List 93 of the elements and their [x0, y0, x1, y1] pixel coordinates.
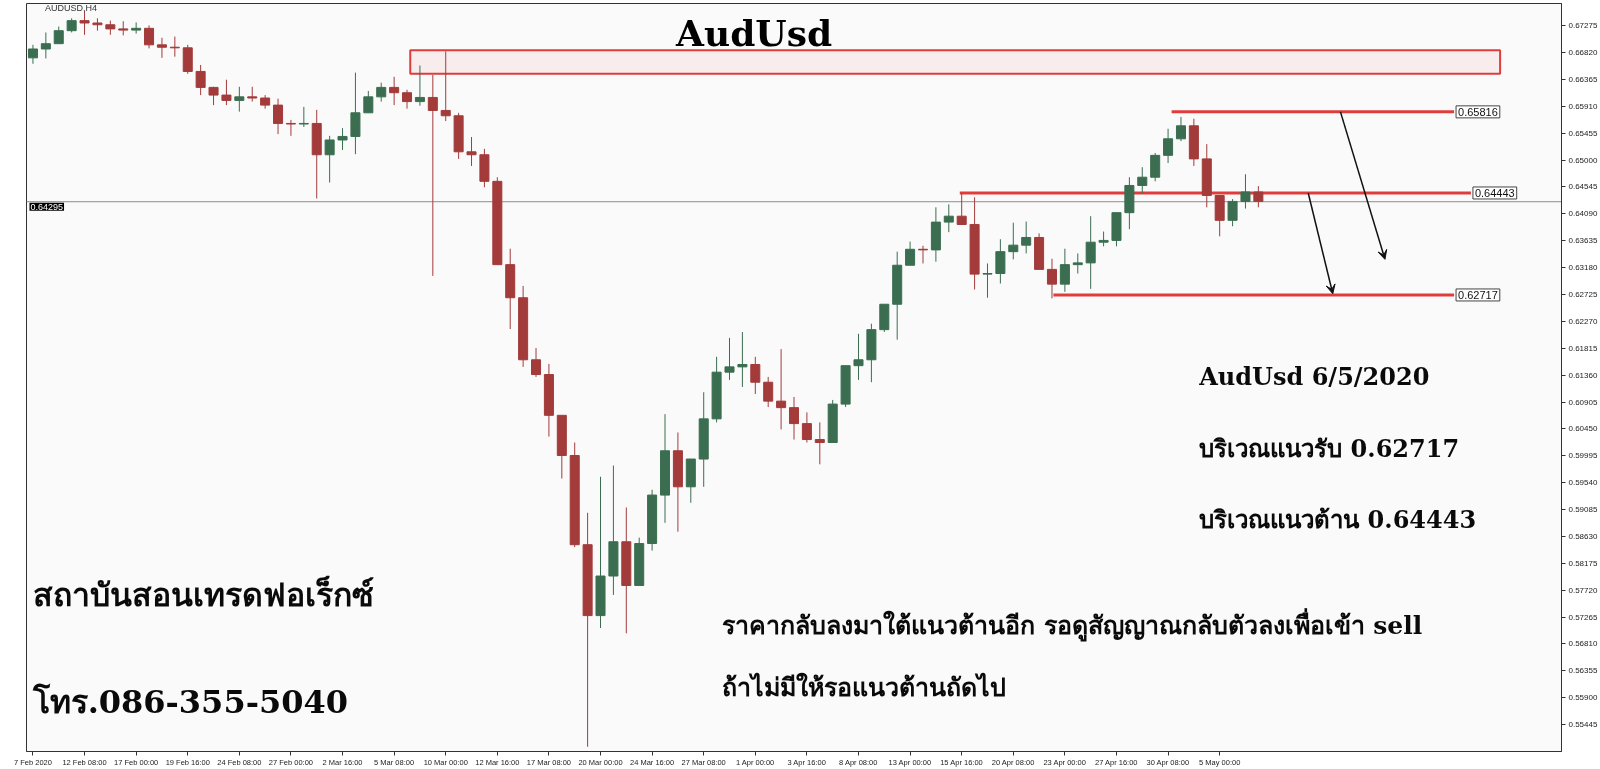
y-tick-label: 0.61815	[1568, 343, 1598, 353]
y-tick-label: 0.55900	[1568, 693, 1598, 703]
candlestick	[27, 44, 38, 65]
candlestick	[466, 136, 477, 167]
y-tick-label: 0.66365	[1568, 74, 1598, 84]
y-tick-label: 0.62725	[1568, 289, 1598, 299]
annotation: บริเวณแนวต้าน 0.64443	[1199, 505, 1477, 535]
y-tick-label: 0.65910	[1568, 101, 1598, 111]
candlestick	[298, 106, 309, 128]
candlestick	[531, 347, 542, 378]
candlestick	[363, 90, 374, 114]
y-tick-label: 0.61360	[1568, 370, 1598, 380]
candlestick	[182, 44, 193, 75]
candlestick	[956, 192, 967, 225]
candlestick	[995, 238, 1006, 285]
candlestick	[427, 74, 438, 277]
candlestick	[414, 65, 425, 107]
candlestick	[1021, 221, 1032, 254]
candlestick	[788, 396, 800, 441]
candlestick	[195, 64, 206, 96]
y-tick-label: 0.60905	[1568, 397, 1598, 407]
candlestick	[1253, 185, 1264, 208]
candlestick	[1046, 258, 1057, 299]
candlestick	[1008, 222, 1019, 260]
candlestick	[324, 135, 335, 184]
y-tick-label: 0.58630	[1568, 531, 1598, 541]
candlestick	[853, 333, 864, 381]
candlestick	[750, 356, 761, 395]
candlestick	[144, 24, 155, 49]
y-tick-label: 0.56810	[1568, 639, 1598, 649]
ref-line-label: 0.64295	[30, 201, 64, 212]
candlestick	[79, 10, 90, 36]
candlestick	[982, 262, 993, 299]
annotation: บริเวณแนวรับ 0.62717	[1199, 434, 1460, 464]
candlestick	[763, 376, 774, 408]
candlestick	[273, 98, 284, 135]
candlestick	[737, 331, 748, 388]
ref-line-label: 0.62717	[1458, 288, 1498, 301]
candlestick	[1227, 198, 1238, 227]
candlestick	[1175, 116, 1186, 142]
y-tick-label: 0.59085	[1568, 505, 1598, 515]
y-tick-label: 0.59995	[1568, 451, 1598, 461]
candlestick	[1150, 152, 1161, 182]
chart-subtitle: AUDUSD,H4	[44, 2, 97, 13]
annotation: สถาบันสอนเทรดฟอเร็กซ์	[32, 575, 374, 615]
y-tick-label: 0.58175	[1568, 558, 1598, 568]
candlestick	[440, 50, 451, 122]
candlestick	[389, 76, 400, 106]
candlestick	[814, 421, 825, 465]
candlestick	[337, 127, 348, 151]
annotation: ถ้าไม่มีให้รอแนวต้านถัดไป	[721, 672, 1006, 703]
y-tick-label: 0.63180	[1568, 263, 1598, 273]
y-tick-label: 0.57720	[1568, 585, 1598, 595]
y-tick-label: 0.67275	[1568, 21, 1598, 31]
candlestick	[1059, 248, 1070, 293]
candlestick	[402, 89, 413, 110]
candlestick	[131, 21, 142, 35]
candlestick	[1163, 128, 1174, 164]
candlestick	[221, 79, 232, 106]
candlestick	[1137, 166, 1148, 194]
y-tick-label: 0.57265	[1568, 612, 1598, 622]
candlestick	[801, 411, 812, 443]
y-tick-label: 0.60450	[1568, 424, 1598, 434]
candlestick	[1240, 173, 1251, 210]
y-tick-label: 0.65000	[1568, 155, 1598, 165]
annotation: AudUsd 6/5/2020	[1198, 362, 1430, 392]
y-tick-label: 0.64545	[1568, 182, 1598, 192]
y-tick-label: 0.55445	[1568, 720, 1598, 730]
candlestick	[905, 241, 916, 266]
candlestick	[1072, 252, 1083, 275]
y-tick-label: 0.59540	[1568, 478, 1598, 488]
candlestick	[943, 203, 954, 233]
chart-title: AudUsd	[675, 12, 833, 55]
candlestick	[376, 82, 387, 103]
candlestick	[917, 245, 929, 264]
y-tick-label: 0.65455	[1568, 128, 1598, 138]
y-tick-label: 0.64090	[1568, 209, 1598, 219]
ref-line-label: 0.64443	[1474, 186, 1515, 199]
ref-line-label: 0.65816	[1458, 105, 1498, 118]
candlestick	[724, 337, 735, 381]
candlestick	[40, 31, 51, 59]
y-tick-label: 0.63635	[1568, 236, 1598, 246]
candlestick	[285, 119, 296, 137]
annotation: โทร.086-355-5040	[31, 683, 348, 722]
candlestick	[776, 348, 787, 430]
candlestick	[350, 72, 361, 155]
y-tick-label: 0.66820	[1568, 48, 1598, 58]
candlestick	[1085, 215, 1096, 290]
annotation: ราคากลับลงมาใต้แนวต้านอีก รอดูสัญญาณกลับตัวลงเพื่อเข้า sell	[721, 607, 1423, 642]
y-tick-label: 0.62270	[1568, 316, 1598, 326]
y-tick-label: 0.56355	[1568, 666, 1598, 676]
candlestick	[156, 37, 167, 59]
candlestick	[234, 86, 245, 113]
